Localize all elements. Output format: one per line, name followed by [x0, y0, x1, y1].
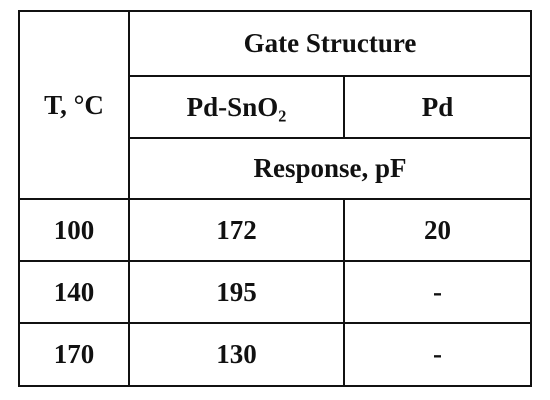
- header-cell: Gate Structure: [128, 10, 532, 77]
- table-cell: 140: [18, 260, 130, 324]
- data-table: T, °C Gate Structure Pd-SnO₂ Pd Response…: [18, 10, 532, 387]
- table-row: 100 172 20: [18, 198, 532, 262]
- table-cell: 172: [128, 198, 345, 262]
- table-cell: -: [343, 260, 532, 324]
- header-cell: Pd-SnO₂: [128, 75, 345, 139]
- table-cell: 20: [343, 198, 532, 262]
- header-cell: Response, pF: [128, 137, 532, 200]
- table-row: 170 130-: [18, 322, 532, 387]
- header-cell: T, °C: [18, 10, 130, 200]
- header-cell: Pd: [343, 75, 532, 139]
- table-body: 100 172 20 140 195-170 130-: [18, 198, 532, 387]
- table-row: 140 195-: [18, 260, 532, 324]
- table-cell: 100: [18, 198, 130, 262]
- table-cell: 130: [128, 322, 345, 387]
- table-cell: 195: [128, 260, 345, 324]
- table-cell: 170: [18, 322, 130, 387]
- table-cell: -: [343, 322, 532, 387]
